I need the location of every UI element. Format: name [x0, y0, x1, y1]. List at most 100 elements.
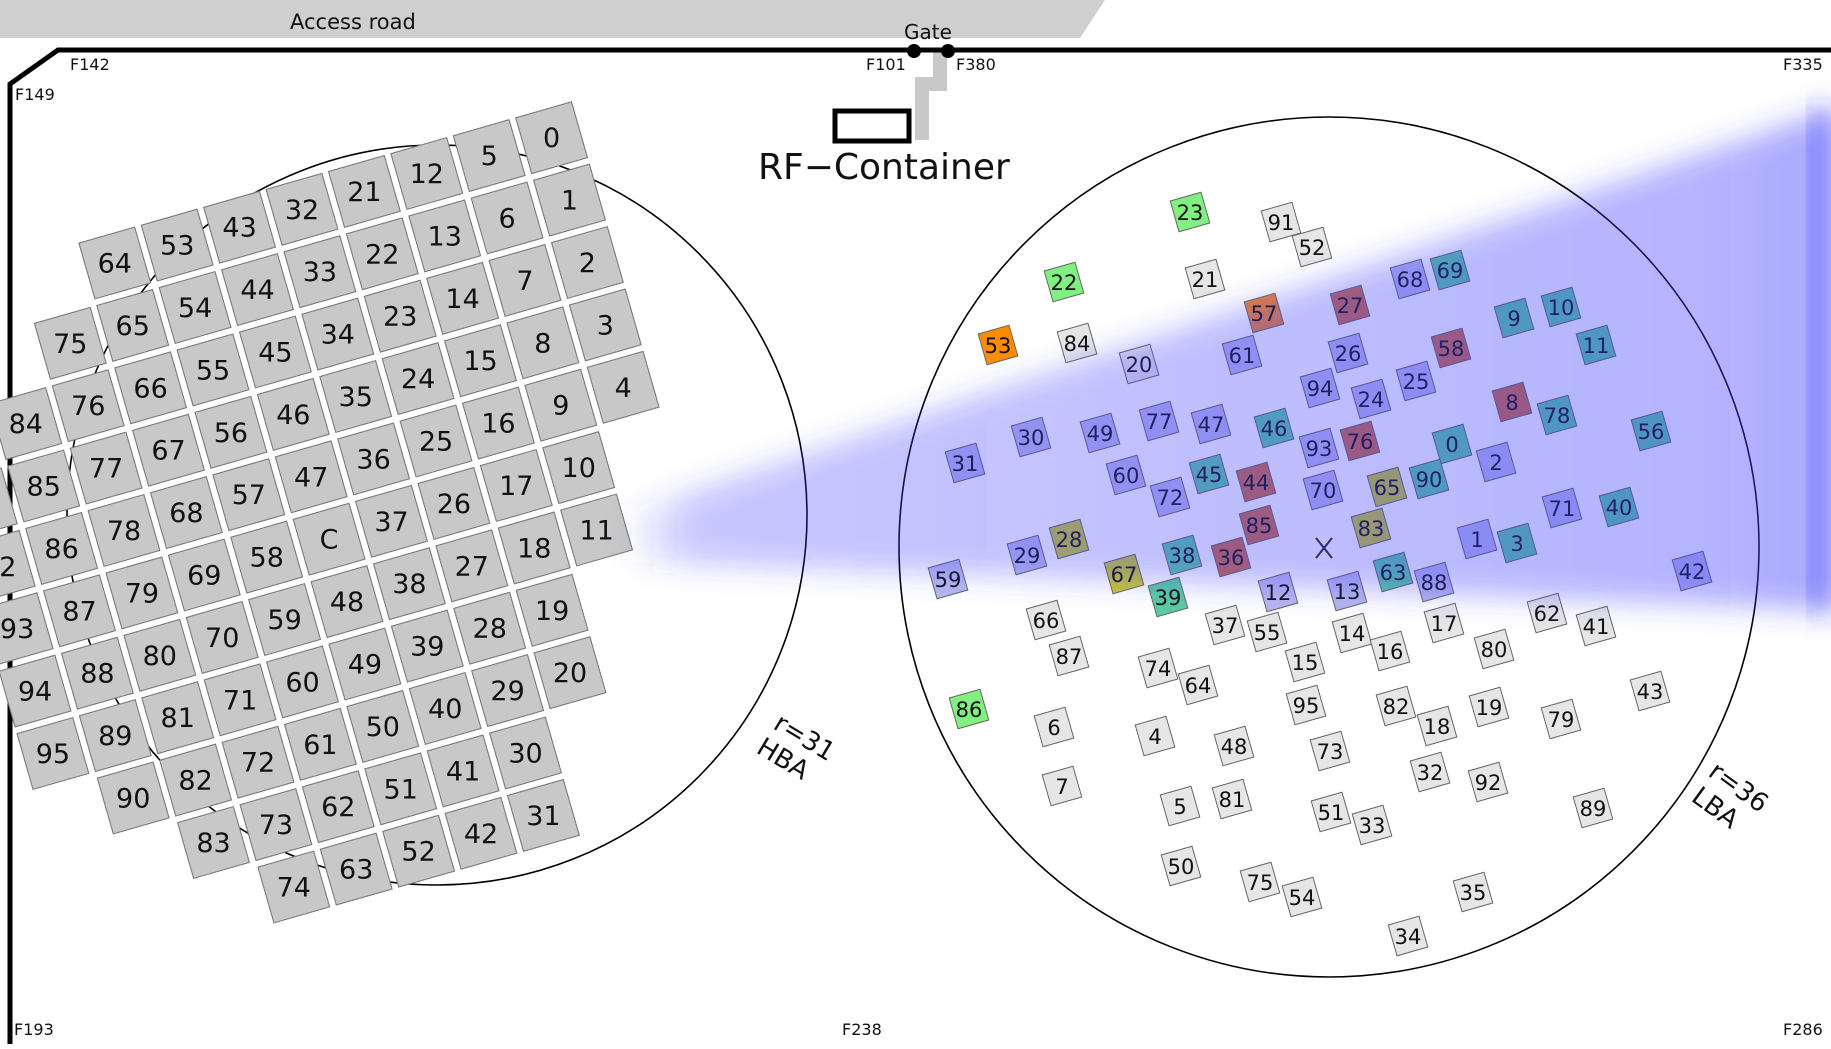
hba-tile-label: 95 — [36, 739, 70, 770]
hba-tile: 30 — [488, 716, 563, 790]
hba-tile-label: 49 — [348, 650, 382, 681]
hba-tile-label: 69 — [187, 561, 221, 592]
lba-antenna: 55 — [1246, 611, 1288, 653]
hba-tile-square — [149, 476, 223, 550]
hba-tile-square — [364, 752, 438, 826]
lba-antenna-label: 50 — [1168, 855, 1195, 879]
hba-tile-square — [345, 217, 419, 291]
hba-tile-square — [390, 609, 464, 683]
hba-tile-label: 53 — [160, 231, 194, 262]
lba-antenna-square — [1043, 261, 1085, 303]
lba-antenna: 43 — [1629, 670, 1671, 712]
lba-antenna-square — [1284, 641, 1326, 683]
lba-antenna-square — [1137, 647, 1179, 689]
lba-antenna-square — [1452, 871, 1494, 913]
lba-antenna: 19 — [1468, 686, 1510, 728]
hba-tile: 5 — [452, 119, 526, 193]
hba-tile-square — [140, 208, 214, 282]
hba-tile-label: 54 — [178, 293, 212, 324]
lba-antenna-square — [1575, 605, 1617, 647]
hba-tile-label: 39 — [410, 632, 444, 663]
lba-antenna: 52 — [1291, 226, 1333, 268]
hba-tile: 37 — [354, 484, 429, 558]
hba-tile-label: 42 — [464, 819, 498, 850]
hba-tile: 32 — [265, 172, 339, 246]
lba-antenna: 66 — [1025, 599, 1067, 641]
hba-tile-square — [426, 734, 500, 808]
hba-tile-square — [363, 279, 437, 353]
hba-tile-square — [452, 119, 526, 193]
hba-tile-square — [327, 154, 401, 228]
hba-tile: 26 — [417, 466, 491, 540]
hba-tile-label: 3 — [597, 310, 614, 341]
hba-tile-square — [524, 368, 598, 442]
hba-tile: 79 — [105, 556, 179, 630]
hba-tile-grid: 2132435364122233445465755132334455566768… — [0, 101, 660, 924]
lba-antenna-label: 74 — [1145, 657, 1172, 681]
lba-antenna: 7 — [1041, 765, 1083, 807]
hba-tile-label: 40 — [428, 694, 462, 725]
hba-tile: 95 — [16, 716, 90, 791]
hba-tile-square — [586, 350, 660, 424]
hba-tile-square — [158, 270, 232, 345]
lba-antenna-square — [1375, 685, 1417, 727]
lba-antenna-label: 34 — [1395, 925, 1422, 949]
hba-tile-square — [542, 431, 616, 505]
lba-antenna-label: 7 — [1055, 775, 1068, 799]
hba-tile-square — [488, 243, 562, 317]
hba-tile-label: 41 — [446, 756, 480, 787]
hba-tile-label: 60 — [285, 667, 319, 698]
hba-tile-square — [301, 770, 375, 844]
hba-tile: 82 — [159, 743, 233, 817]
lba-antenna-square — [1572, 787, 1614, 829]
lba-antenna-square — [1467, 761, 1509, 803]
hba-tile-square — [78, 226, 152, 300]
hba-tile-square — [399, 404, 473, 478]
hba-tile-label: 90 — [116, 784, 150, 815]
hba-tile: 10 — [542, 431, 616, 505]
hba-tile: 87 — [42, 574, 117, 648]
lba-antenna-square — [1213, 725, 1255, 767]
hba-tile-label: 59 — [267, 605, 301, 636]
hba-tile: 94 — [0, 654, 72, 728]
lba-antenna-label: 39 — [1155, 586, 1182, 610]
lba-antenna: 53 — [977, 324, 1019, 366]
lba-antenna-label: 22 — [1051, 271, 1078, 295]
hba-tile-label: 45 — [258, 338, 292, 369]
hba-tile-square — [265, 172, 339, 246]
hba-tile: 0 — [515, 101, 589, 175]
hba-tile: 71 — [203, 663, 277, 737]
lba-antenna-label: 79 — [1548, 708, 1575, 732]
hba-tile: 65 — [96, 288, 170, 362]
hba-tile-label: 58 — [250, 543, 284, 574]
hba-tile-label: 15 — [463, 346, 497, 377]
hba-tile-label: 82 — [178, 766, 212, 797]
hba-tile-label: 35 — [339, 382, 373, 413]
hba-tile-label: 67 — [151, 436, 185, 467]
lba-antenna: 39 — [1147, 576, 1189, 618]
lba-antenna-label: 33 — [1359, 814, 1386, 838]
hba-tile-label: 64 — [98, 249, 132, 280]
hba-tile-square — [479, 448, 553, 523]
lba-antenna: 4 — [1134, 715, 1176, 757]
hba-tile-label: 10 — [562, 453, 596, 484]
lba-antenna: 33 — [1351, 804, 1393, 846]
lba-antenna: 41 — [1575, 605, 1617, 647]
lba-antenna: 34 — [1387, 915, 1429, 957]
marker-f193: F193 — [14, 1020, 54, 1039]
hba-tile-label: 76 — [71, 391, 105, 422]
hba-tile-square — [230, 520, 304, 594]
hba-tile: 69 — [167, 538, 241, 612]
hba-tile-label: 79 — [125, 578, 159, 609]
lba-antenna-label: 43 — [1637, 680, 1664, 704]
hba-tile-square — [25, 511, 99, 585]
hba-tile: 1 — [532, 163, 607, 237]
hba-tile: 3 — [568, 288, 642, 362]
hba-tile-square — [444, 796, 518, 870]
lba-antenna-square — [1260, 201, 1302, 243]
hba-tile-label: 70 — [205, 623, 239, 654]
lba-antenna: 18 — [1416, 705, 1458, 747]
lba-antenna-label: 54 — [1289, 886, 1316, 910]
hba-tile-label: 19 — [535, 596, 569, 627]
hba-tile-label: 12 — [410, 159, 444, 190]
